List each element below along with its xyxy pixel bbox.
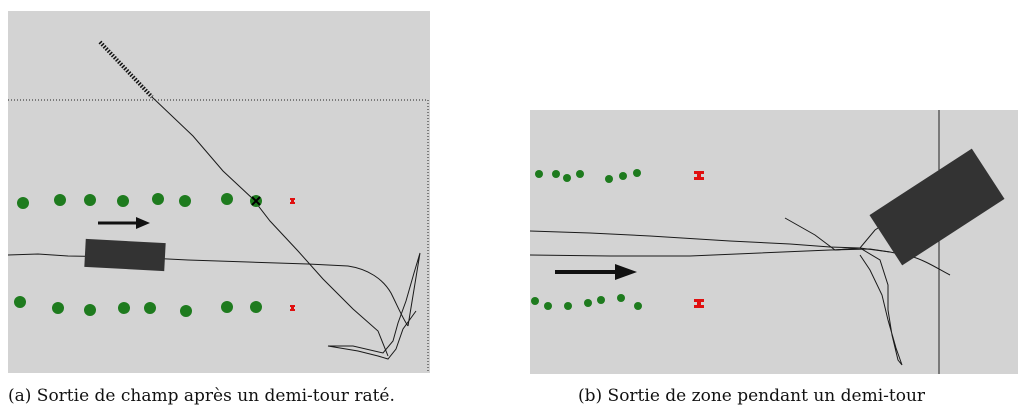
plant: [563, 174, 571, 182]
plant: [619, 172, 627, 180]
row-end-marker-top: [290, 198, 295, 204]
crossed-plant-mark: [251, 196, 261, 206]
trajectory-main: [8, 253, 409, 327]
plant: [597, 296, 605, 304]
vehicle: [84, 238, 166, 272]
vehicle: [869, 148, 1005, 266]
direction-arrow: [555, 264, 637, 280]
trajectory-diagonal: [151, 96, 389, 357]
caption-a: (a) Sortie de champ après un demi-tour r…: [8, 386, 395, 406]
row-end-marker-top: [694, 171, 704, 180]
plant: [633, 169, 641, 177]
subfigure-b-panel: [530, 110, 1018, 374]
trajectory-lower: [530, 248, 891, 257]
plant: [535, 170, 543, 178]
plant-row-bottom: [14, 296, 262, 317]
plant: [17, 197, 29, 209]
plant-row-top: [17, 193, 262, 209]
plant: [14, 296, 26, 308]
row-end-marker-bottom: [290, 305, 295, 311]
simulation-view-b: [530, 110, 1005, 374]
trajectory-beaded-segment: [98, 40, 154, 99]
trajectory-uturn: [327, 252, 421, 360]
plant: [221, 301, 233, 313]
plant: [117, 195, 129, 207]
plant: [52, 302, 64, 314]
caption-b: (b) Sortie de zone pendant un demi-tour: [578, 386, 926, 406]
plant-row-top: [535, 169, 641, 183]
plant: [84, 194, 96, 206]
row-end-marker-bottom: [694, 299, 704, 308]
subfigure-a-panel: [8, 11, 430, 373]
plant: [634, 302, 642, 310]
plant: [544, 302, 552, 310]
plant-row-bottom: [531, 294, 642, 310]
trajectory-uturn: [834, 247, 903, 366]
plant: [118, 302, 130, 314]
plant: [144, 302, 156, 314]
plant: [576, 170, 584, 178]
plant: [84, 304, 96, 316]
plant: [152, 193, 164, 205]
plant: [552, 170, 560, 178]
plant: [250, 301, 262, 313]
plant: [617, 294, 625, 302]
plant: [179, 195, 191, 207]
plant: [221, 193, 233, 205]
plant: [180, 305, 192, 317]
plant: [584, 299, 592, 307]
plant: [564, 302, 572, 310]
direction-arrow: [98, 217, 150, 229]
plant: [54, 194, 66, 206]
field-boundary: [8, 99, 429, 373]
plant: [531, 297, 539, 305]
simulation-view-a: [8, 40, 429, 373]
plant: [605, 175, 613, 183]
